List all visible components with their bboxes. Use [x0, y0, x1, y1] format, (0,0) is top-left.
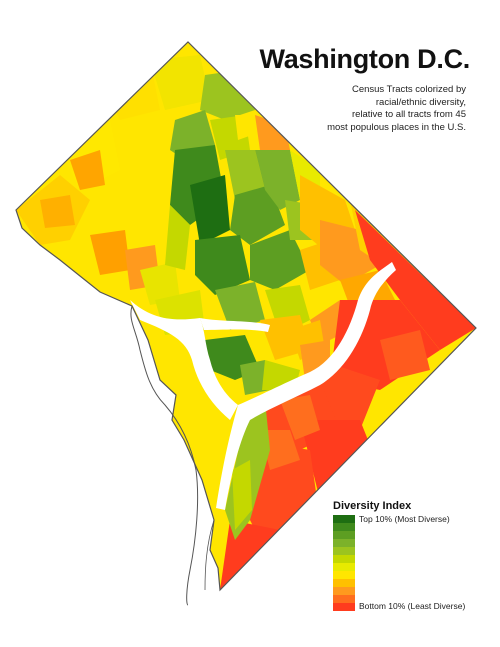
- legend-swatch: [333, 515, 355, 523]
- legend-bottom-label: Bottom 10% (Least Diverse): [359, 601, 466, 611]
- legend-swatch: [333, 555, 355, 563]
- map-title: Washington D.C.: [259, 44, 471, 74]
- subtitle-line: Census Tracts colorized by: [351, 84, 466, 95]
- dc-outline: [15, 41, 477, 592]
- legend-swatch: [333, 547, 355, 555]
- legend-swatch: [333, 531, 355, 539]
- legend-swatch: [333, 587, 355, 595]
- legend-swatch: [333, 579, 355, 587]
- legend-title: Diversity Index: [333, 500, 412, 512]
- legend-swatch: [333, 523, 355, 531]
- legend-body: Top 10% (Most Diverse) Bottom 10% (Least…: [333, 514, 465, 611]
- legend-swatch: [333, 603, 355, 611]
- legend-swatch: [333, 595, 355, 603]
- legend-swatch: [333, 571, 355, 579]
- legend-top-label: Top 10% (Most Diverse): [359, 514, 450, 524]
- legend: Diversity Index Top 10% (Most Diverse) B…: [333, 500, 465, 611]
- subtitle-line: relative to all tracts from 45: [351, 109, 466, 121]
- map-subtitle: Census Tracts colorized by racial/ethnic…: [266, 84, 466, 134]
- subtitle-line: racial/ethnic diversity,: [375, 96, 466, 108]
- legend-swatch: [333, 563, 355, 571]
- subtitle-line: most populous places in the U.S.: [327, 121, 466, 133]
- legend-swatch: [333, 539, 355, 547]
- legend-swatches: [333, 515, 355, 611]
